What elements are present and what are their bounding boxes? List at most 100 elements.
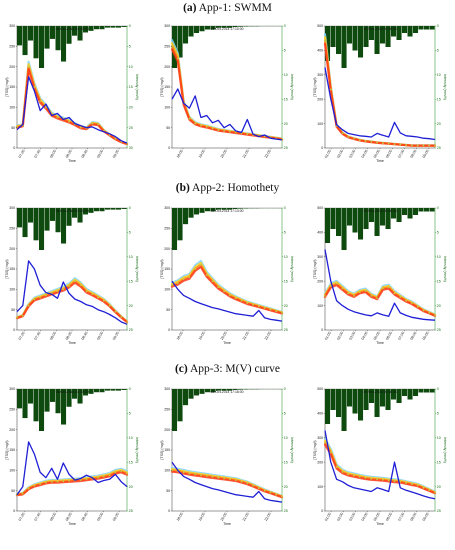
- simulated-point: [194, 473, 197, 476]
- simulated-point: [228, 294, 231, 297]
- simulated-point: [324, 39, 326, 42]
- simulated-point: [263, 307, 266, 309]
- y-tick-label: 50: [11, 126, 15, 130]
- simulated-point: [188, 472, 191, 475]
- y-tick-label: 0: [321, 509, 323, 513]
- rain-bar: [99, 208, 105, 212]
- simulated-point: [281, 312, 283, 314]
- rain-bar: [110, 208, 116, 210]
- rain-bar: [227, 389, 233, 391]
- y2-tick-label: 15: [129, 460, 133, 464]
- y-tick-label: 300: [164, 387, 170, 391]
- chart-panel-a1: 06-Oct-2014 04:46:00 0 50 100 150 200 250 300 0 5…: [5, 18, 145, 164]
- simulated-point: [393, 480, 396, 483]
- x-tick-label: 08:40: [81, 512, 89, 522]
- simulated-point: [205, 475, 208, 477]
- y-tick-label: 250: [9, 45, 15, 49]
- rain-bar: [407, 389, 413, 400]
- y2-tick-label: 10: [129, 436, 133, 440]
- x-axis-label: Time: [68, 522, 76, 526]
- event-date: 06-Oct-2014 04:46:00: [56, 209, 89, 213]
- rain-bar: [61, 208, 67, 244]
- chart-svg: 19-Nov-2014 00:16:00 0 100 200 300 400 500 0 5 10…: [313, 24, 447, 163]
- simulated-point: [114, 138, 117, 140]
- x-tick-label: 18:00: [176, 512, 184, 522]
- x-tick-label: 09:00: [422, 512, 430, 522]
- observed-series: [171, 461, 283, 503]
- rain-bar: [402, 26, 408, 33]
- simulated-point: [387, 479, 390, 482]
- rain-bar: [391, 389, 397, 400]
- rain-bar: [50, 26, 56, 39]
- chart-panel-b2: 08-Oct-2014 17:13:00 0 50 100 150 200 250 300 0 5…: [160, 200, 300, 346]
- event-date: 08-Oct-2014 17:13:00: [211, 209, 244, 213]
- rain-bar: [194, 208, 200, 215]
- rain-bar: [330, 26, 336, 47]
- y2-tick-label: 0: [437, 206, 439, 210]
- y2-tick-label: 20: [284, 122, 288, 126]
- rain-bar: [66, 26, 72, 44]
- simulated-point: [399, 480, 402, 483]
- rain-bar: [88, 26, 94, 31]
- rain-bar: [72, 389, 78, 399]
- section-title-b: (b) App-2: Homothety: [175, 182, 280, 194]
- event-date: 06-Oct-2014 04:46:00: [56, 390, 89, 394]
- simulated-point: [434, 314, 436, 317]
- chart-panel-c3: 19-Nov-2014 00:16:00 0 100 200 300 400 500 0 5 10…: [313, 381, 453, 527]
- x-tick-label: 02:00: [336, 512, 344, 522]
- x-tick-label: 08:00: [410, 331, 418, 341]
- simulated-series: [323, 42, 437, 147]
- rain-bar: [22, 208, 28, 238]
- simulated-point: [182, 278, 185, 281]
- simulated-point: [246, 482, 249, 485]
- simulated-point: [281, 495, 283, 498]
- rain-bar: [325, 26, 331, 61]
- y-tick-label: 200: [317, 460, 323, 464]
- x-tick-label: 07:40: [33, 149, 41, 159]
- y2-tick-label: 25: [437, 146, 441, 150]
- rain-bar: [22, 26, 28, 56]
- rain-bar: [183, 26, 189, 44]
- rain-bar: [94, 208, 100, 212]
- x-axis-label: Time: [223, 341, 231, 345]
- rain-bar: [396, 389, 402, 403]
- rain-bar: [413, 208, 419, 215]
- rain-bar: [407, 26, 413, 37]
- rain-bar: [188, 389, 194, 399]
- y2-tick-label: 5: [437, 412, 439, 416]
- y-tick-label: 100: [9, 469, 15, 473]
- rain-bar: [210, 26, 216, 30]
- y2-axis-label: Intensity (mm/h): [290, 437, 294, 463]
- simulated-series: [170, 261, 284, 314]
- y-tick-label: 300: [317, 436, 323, 440]
- rain-bar: [358, 389, 364, 421]
- rain-bar: [336, 26, 342, 54]
- y-tick-label: 300: [164, 206, 170, 210]
- simulated-point: [97, 476, 99, 479]
- rain-bar: [99, 389, 105, 393]
- rain-bar: [205, 208, 211, 212]
- event-date: 19-Nov-2014 00:16:00: [363, 390, 397, 394]
- simulated-point: [217, 286, 220, 289]
- simulated-point: [329, 285, 332, 287]
- simulated-point: [228, 130, 231, 133]
- rain-bar: [369, 208, 375, 222]
- rain-bar: [429, 389, 435, 393]
- y-tick-label: 0: [13, 509, 15, 513]
- simulated-point: [434, 491, 436, 494]
- rain-bar: [363, 208, 369, 229]
- y-tick-label: 250: [164, 408, 170, 412]
- simulated-point: [223, 477, 226, 480]
- y-tick-label: 150: [164, 85, 170, 89]
- simulated-point: [68, 120, 71, 123]
- x-axis-label: Time: [376, 159, 384, 163]
- event-date: 06-Oct-2014 04:46:00: [56, 27, 89, 31]
- rain-bar: [77, 208, 83, 223]
- y-tick-label: 150: [164, 448, 170, 452]
- simulated-point: [223, 290, 226, 293]
- simulated-point: [62, 480, 65, 483]
- y2-axis-label: Intensity (mm/h): [443, 437, 447, 463]
- y-tick-label: 300: [317, 255, 323, 259]
- rain-bar: [380, 208, 386, 226]
- rain-bar: [121, 389, 127, 390]
